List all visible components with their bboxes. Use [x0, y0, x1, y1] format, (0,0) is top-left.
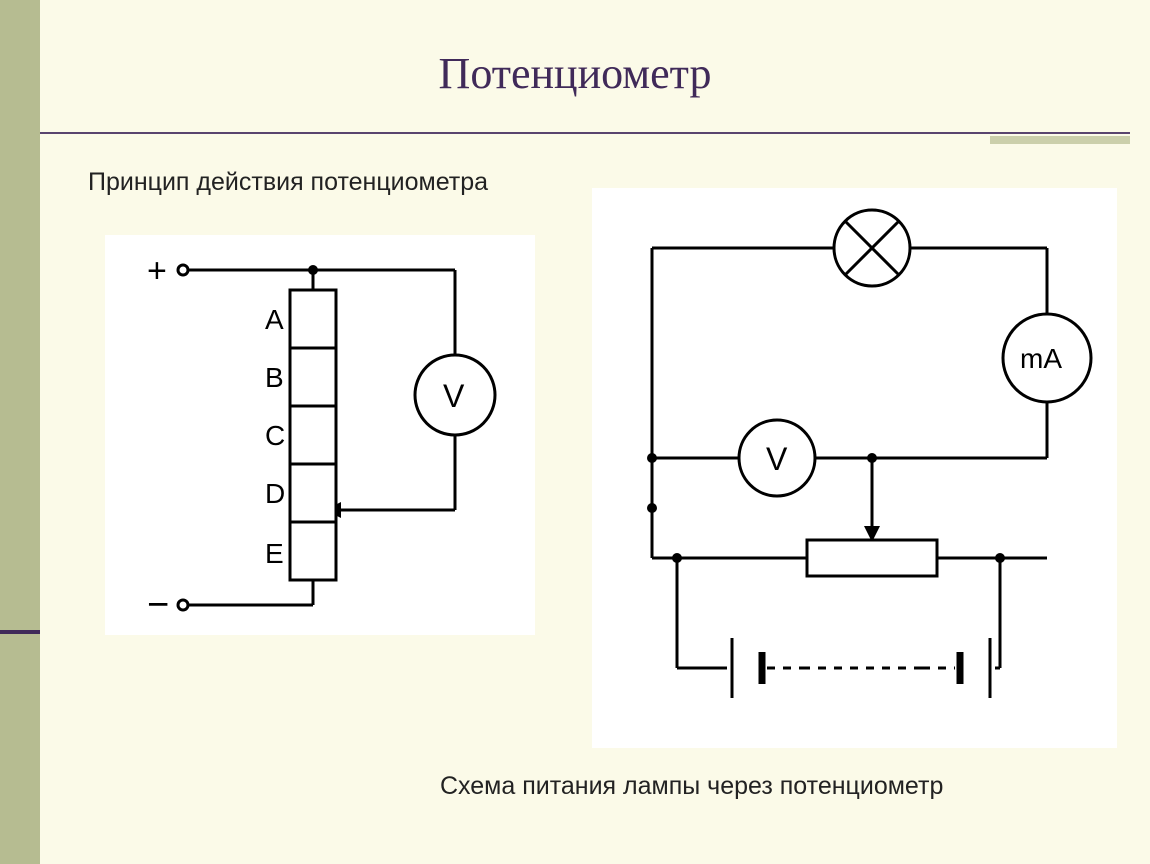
plus-terminal [178, 265, 188, 275]
plus-label: + [147, 252, 167, 290]
minus-label: − [147, 584, 169, 626]
minus-terminal [178, 600, 188, 610]
resistor-body [290, 290, 336, 580]
tap-label-a: A [265, 304, 284, 335]
voltmeter-right-label: V [766, 441, 788, 477]
tap-label-d: D [265, 478, 285, 509]
tap-label-b: B [265, 362, 284, 393]
right-diagram-caption: Схема питания лампы через потенциометр [440, 772, 943, 801]
right-diagram: mA V [592, 188, 1117, 748]
ammeter-label: mA [1020, 343, 1062, 374]
sidebar-accent [0, 0, 40, 864]
tap-label-e: E [265, 538, 284, 569]
left-diagram: + − A B C D E V [105, 235, 535, 635]
tap-label-c: C [265, 420, 285, 451]
right-circuit-svg: mA V [592, 188, 1117, 748]
pot-body [807, 540, 937, 576]
voltmeter-label: V [443, 378, 465, 414]
left-diagram-caption: Принцип действия потенциометра [88, 168, 488, 197]
accent-rule [0, 630, 40, 634]
left-circuit-svg: + − A B C D E V [105, 235, 535, 635]
junction-batt-right [995, 553, 1005, 563]
title-underline [40, 132, 1130, 134]
junction-batt-left [672, 553, 682, 563]
slide-title: Потенциометр [0, 48, 1150, 99]
